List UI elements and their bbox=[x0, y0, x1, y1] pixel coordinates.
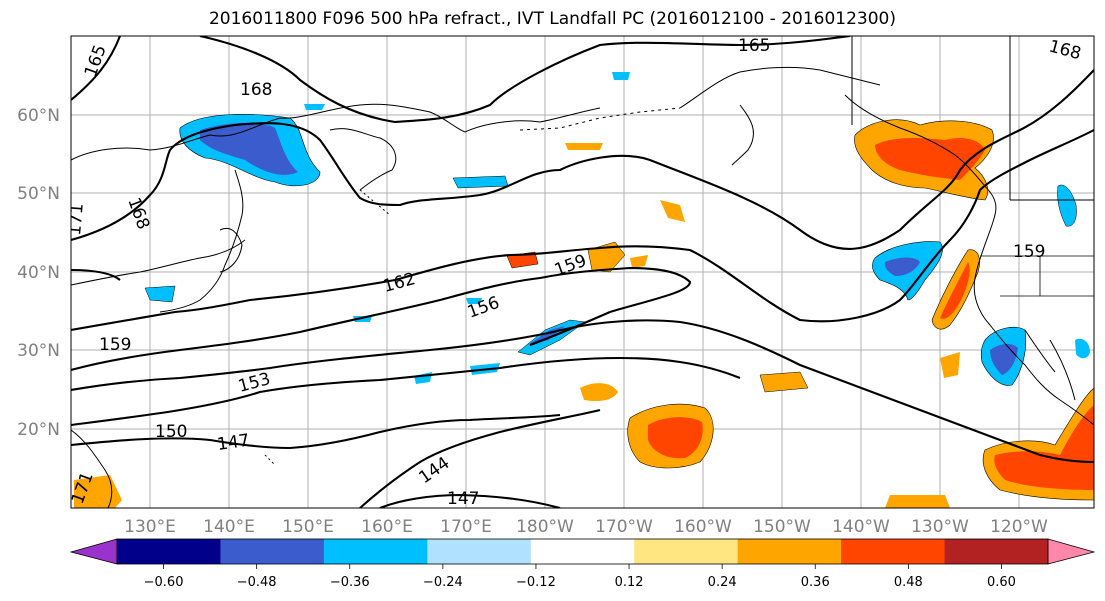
contour-label: 165 bbox=[738, 36, 770, 56]
pos-region-subtrop-core bbox=[994, 405, 1094, 490]
lat-label: 60°N bbox=[17, 106, 60, 126]
colorbar-tick-label: −0.24 bbox=[423, 575, 463, 590]
lon-label: 180°W bbox=[516, 517, 574, 537]
colorbar-segment bbox=[220, 539, 325, 564]
contour-label: 150 bbox=[155, 422, 187, 442]
colorbar-tick-label: −0.60 bbox=[144, 575, 184, 590]
pos-region-8 bbox=[885, 495, 950, 508]
lon-label: 150°W bbox=[753, 517, 811, 537]
contour-label: 159 bbox=[1013, 242, 1045, 262]
pos-region-3 bbox=[506, 251, 539, 269]
colorbar-right-extension bbox=[1047, 538, 1096, 565]
pos-region-4 bbox=[660, 200, 685, 222]
map-border bbox=[70, 35, 1095, 509]
contour-label: 171 bbox=[65, 202, 88, 236]
neg-region-12 bbox=[1057, 184, 1077, 227]
contour-label: 147 bbox=[216, 431, 251, 455]
neg-region-1 bbox=[452, 175, 509, 189]
colorbar-tick-label: 0.24 bbox=[708, 575, 737, 590]
neg-region-10-core bbox=[884, 257, 920, 276]
colorbar-tick-label: −0.12 bbox=[516, 575, 556, 590]
neg-region-2 bbox=[144, 285, 176, 303]
neg-region-13 bbox=[1075, 338, 1090, 359]
lon-label: 160°W bbox=[674, 517, 732, 537]
colorbar-left-extension bbox=[69, 538, 118, 565]
lat-label: 50°N bbox=[17, 184, 60, 204]
colorbar: −0.60 −0.48 −0.36 −0.24 −0.12 0.12 0.24 0.36 0.4… bbox=[69, 538, 1096, 590]
colorbar-segment bbox=[117, 539, 221, 564]
longitude-labels: 130°E 140°E 150°E 160°E 170°E 180°W 170°… bbox=[124, 517, 1048, 537]
neg-region-5 bbox=[304, 104, 325, 110]
pos-region-7 bbox=[580, 383, 618, 402]
pos-region-west-coast-core bbox=[940, 262, 970, 319]
pos-region-10 bbox=[630, 255, 648, 268]
contour-label: 147 bbox=[447, 489, 479, 509]
latitude-labels: 60°N 50°N 40°N 30°N 20°N bbox=[17, 106, 60, 440]
pos-region-mid-pac-1-core bbox=[648, 417, 703, 459]
colorbar-segment bbox=[634, 539, 739, 564]
colorbar-tick-label: −0.48 bbox=[237, 575, 277, 590]
colorbar-tick-label: 0.60 bbox=[987, 575, 1016, 590]
colorbar-tick-label: −0.36 bbox=[330, 575, 370, 590]
colorbar-segment bbox=[944, 539, 1049, 564]
lat-label: 40°N bbox=[17, 263, 60, 283]
coastlines bbox=[71, 36, 1094, 508]
lon-label: 170°W bbox=[595, 517, 653, 537]
lon-label: 150°E bbox=[282, 517, 334, 537]
map-title: 2016011800 F096 500 hPa refract., IVT La… bbox=[208, 9, 896, 29]
lat-label: 20°N bbox=[17, 420, 60, 440]
lon-label: 130°E bbox=[124, 517, 176, 537]
lon-label: 130°W bbox=[911, 517, 969, 537]
colorbar-segment bbox=[737, 539, 842, 564]
colorbar-segment bbox=[427, 539, 532, 564]
lon-label: 160°E bbox=[361, 517, 413, 537]
colorbar-segment bbox=[323, 539, 428, 564]
lon-label: 140°W bbox=[832, 517, 890, 537]
colorbar-outline bbox=[116, 538, 1049, 565]
lon-label: 170°E bbox=[440, 517, 492, 537]
colorbar-segment bbox=[530, 539, 635, 564]
pos-region-11 bbox=[940, 352, 960, 378]
colorbar-tick-label: 0.36 bbox=[801, 575, 830, 590]
neg-region-4 bbox=[612, 72, 630, 80]
pos-region-5 bbox=[565, 143, 603, 150]
contour-label: 159 bbox=[99, 335, 131, 355]
neg-region-9 bbox=[466, 298, 482, 304]
pos-region-2 bbox=[587, 241, 626, 273]
lon-label: 140°E bbox=[203, 517, 255, 537]
lat-label: 30°N bbox=[17, 341, 60, 361]
colorbar-tick-label: 0.12 bbox=[615, 575, 644, 590]
pos-region-alaska-core bbox=[875, 137, 985, 180]
height-contours bbox=[71, 36, 1094, 508]
neg-region-11-core bbox=[990, 344, 1018, 375]
pos-region-6 bbox=[759, 371, 809, 393]
lon-label: 120°W bbox=[990, 517, 1048, 537]
pos-region-9 bbox=[74, 475, 122, 508]
colorbar-tick-label: 0.48 bbox=[894, 575, 923, 590]
contour-label: 168 bbox=[240, 80, 272, 100]
colorbar-segment bbox=[841, 539, 946, 564]
